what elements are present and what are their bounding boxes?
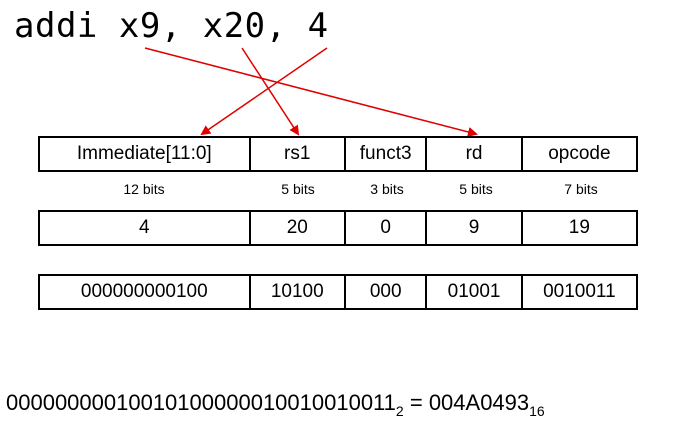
field-name-rd: rd [427, 138, 523, 170]
bit-width-immediate: 12 bits [123, 181, 165, 197]
arrow-4-to-immediate [200, 47, 328, 136]
hex-base-subscript: 16 [529, 403, 545, 419]
bit-width-funct3: 3 bits [370, 181, 404, 197]
binary-value-rs1: 10100 [251, 276, 346, 308]
decimal-value-opcode: 19 [568, 217, 590, 238]
binary-value-rd: 01001 [427, 276, 523, 308]
result-equals: = [409, 390, 423, 415]
field-name-opcode: opcode [548, 143, 611, 164]
bit-width-rd: 5 bits [459, 181, 493, 197]
binary-value-row: 000000000100 10100 000 01001 0010011 [38, 274, 638, 310]
decimal-value-immediate: 4 [40, 212, 251, 244]
result-hex: 004A0493 [428, 390, 530, 415]
decimal-value-rd: 9 [427, 212, 523, 244]
decimal-value-funct3: 0 [346, 212, 428, 244]
decimal-value-row: 4 20 0 9 19 [38, 210, 638, 246]
field-name-immediate: Immediate[11:0] [40, 138, 251, 170]
result-binary: 00000000010010100000010010010011 [6, 390, 396, 415]
field-name-row: Immediate[11:0] rs1 funct3 rd opcode [38, 136, 638, 172]
bit-width-rs1: 5 bits [281, 181, 315, 197]
binary-value-immediate: 000000000100 [40, 276, 251, 308]
binary-base-subscript: 2 [395, 403, 404, 419]
binary-value-opcode: 0010011 [543, 281, 616, 302]
machine-code-result: 000000000100101000000100100100112 = 004A… [6, 390, 545, 419]
bit-width-opcode: 7 bits [564, 181, 598, 197]
arrow-x9-to-rd [144, 47, 478, 137]
assembly-instruction: addi x9, x20, 4 [14, 6, 329, 46]
field-name-funct3: funct3 [346, 138, 428, 170]
field-name-rs1: rs1 [251, 138, 346, 170]
arrow-x20-to-rs1 [241, 47, 300, 136]
bit-width-row: 12 bits 5 bits 3 bits 5 bits 7 bits [38, 178, 638, 200]
decimal-value-rs1: 20 [251, 212, 346, 244]
binary-value-funct3: 000 [346, 276, 428, 308]
